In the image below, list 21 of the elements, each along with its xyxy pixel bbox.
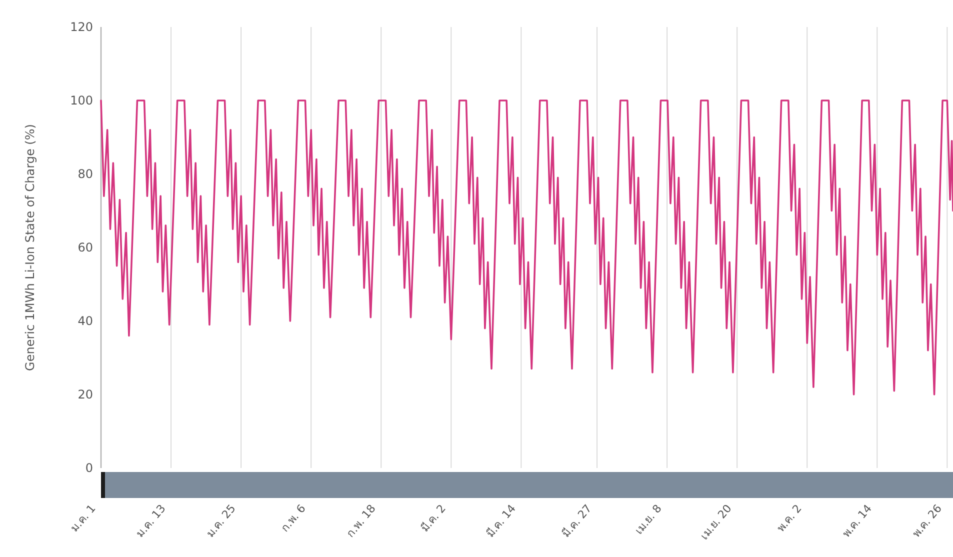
- x-tick-label: เม.ย. 8: [632, 502, 664, 537]
- y-axis-title: Generic 1MWh Li-Ion State of Charge (%): [23, 124, 37, 371]
- x-tick-label: มี.ค. 27: [560, 502, 594, 540]
- y-tick-label: 60: [78, 240, 93, 255]
- y-tick-label: 120: [70, 20, 93, 34]
- y-tick-label: 100: [70, 94, 93, 108]
- y-tick-label: 80: [78, 167, 93, 182]
- y-tick-label: 0: [85, 461, 93, 476]
- x-tick-label: มี.ค. 2: [418, 502, 448, 535]
- x-tick-label: พ.ค. 26: [910, 502, 944, 540]
- x-tick-label: ก.พ. 6: [278, 502, 308, 535]
- x-tick-label: ม.ค. 25: [204, 502, 238, 540]
- y-tick-label: 20: [78, 388, 93, 402]
- x-tick-label: ม.ค. 1: [68, 502, 98, 535]
- x-tick-label: มี.ค. 14: [484, 502, 518, 540]
- x-tick-label: พ.ค. 2: [774, 502, 804, 535]
- x-tick-label: ม.ค. 13: [134, 502, 168, 540]
- x-tick-label: ก.พ. 18: [344, 502, 378, 540]
- y-tick-label: 40: [78, 314, 93, 328]
- x-tick-label: เม.ย. 20: [698, 502, 734, 542]
- x-tick-label: พ.ค. 14: [840, 502, 874, 540]
